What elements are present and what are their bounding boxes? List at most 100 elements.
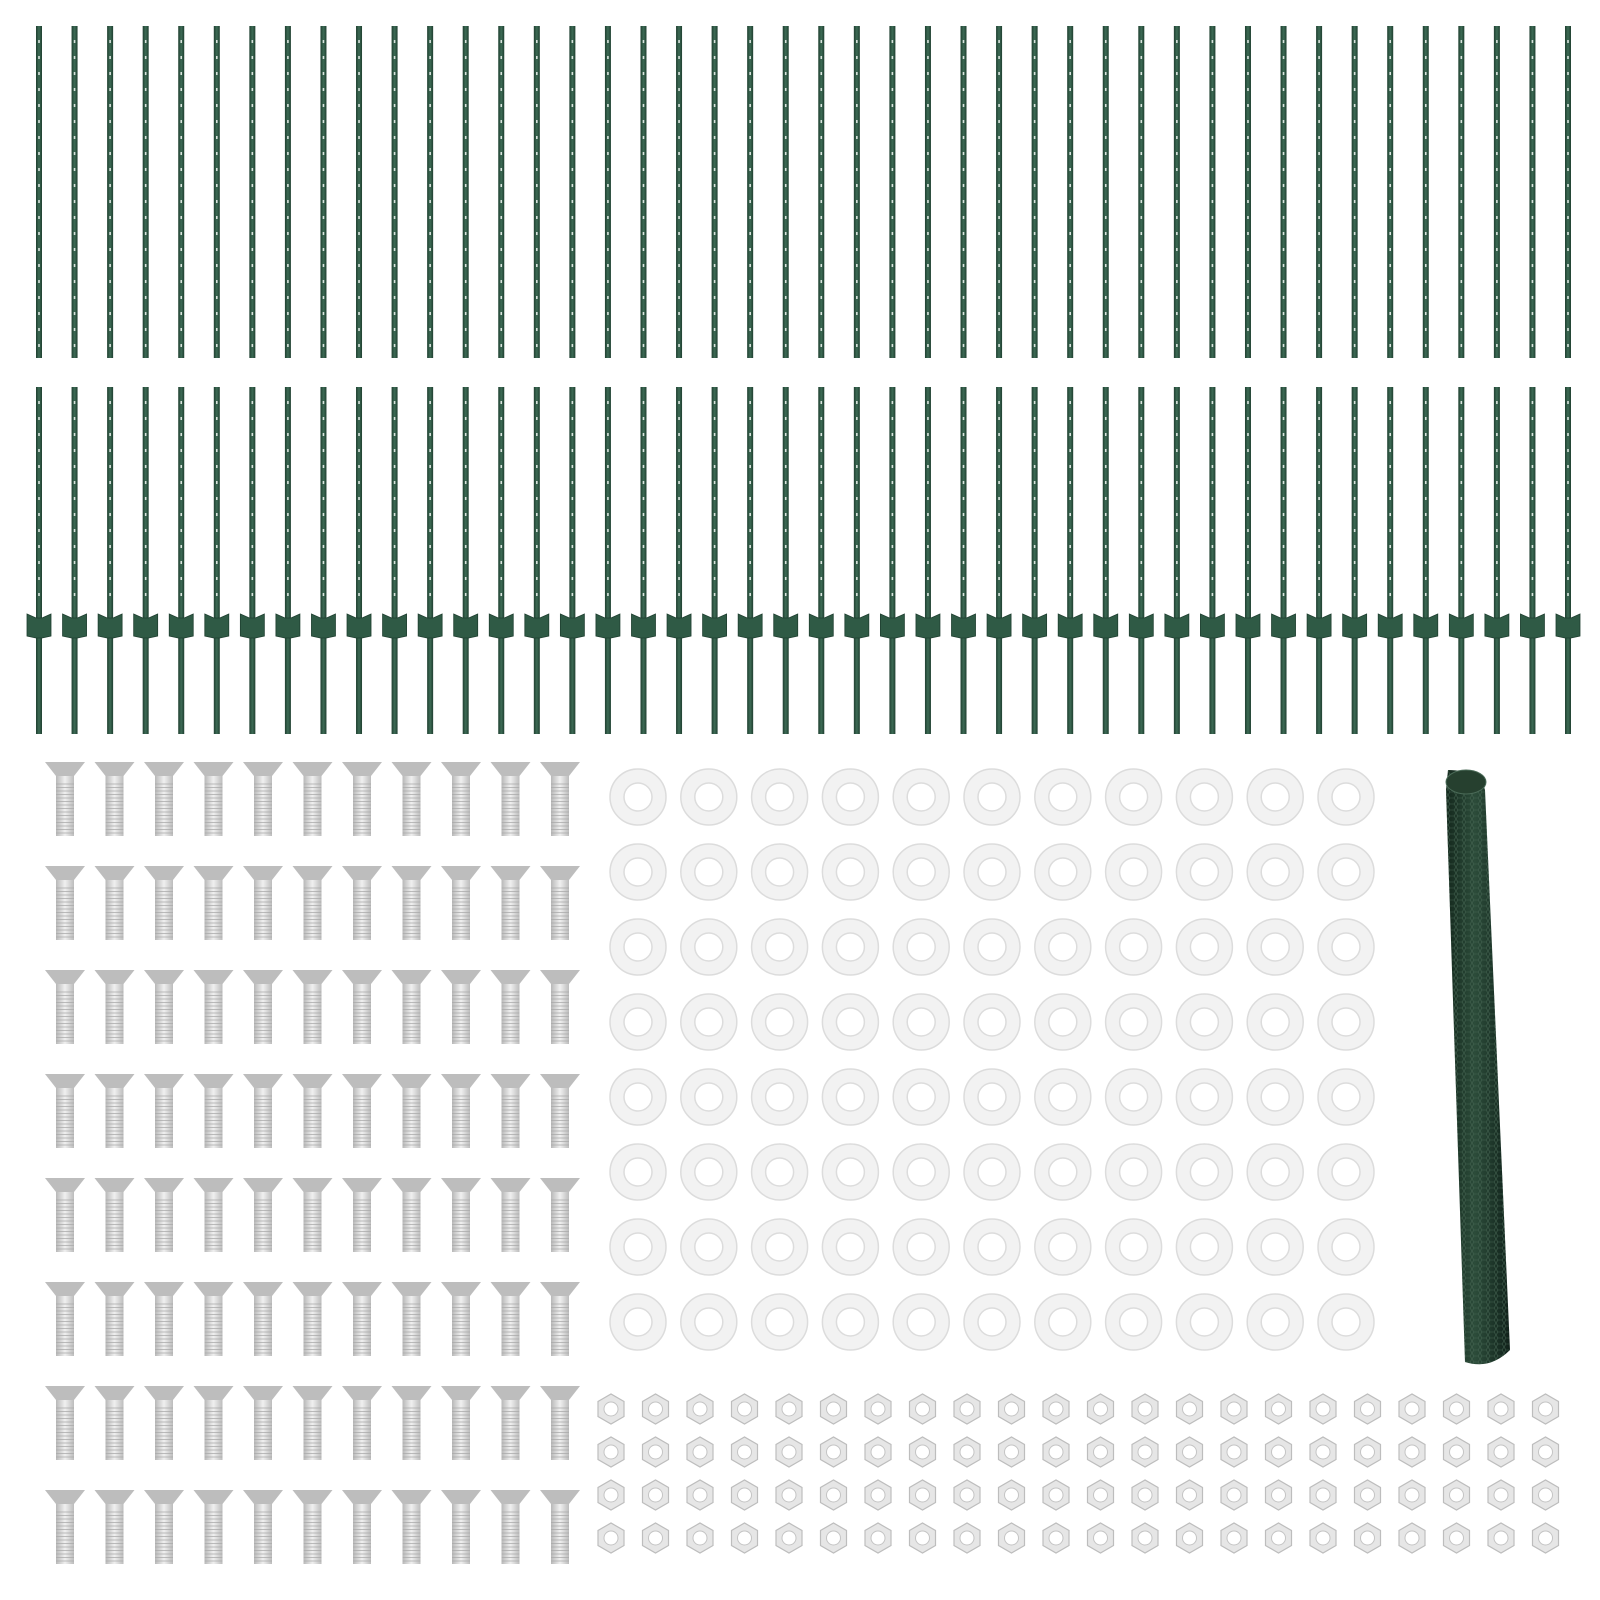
- washer-grid: [609, 768, 1375, 1351]
- fence-post: [747, 26, 754, 358]
- fence-post: [36, 26, 42, 358]
- bolt: [540, 970, 580, 1044]
- hex-nut: [1309, 1436, 1337, 1468]
- bolt: [243, 970, 283, 1044]
- hex-nut: [908, 1479, 937, 1511]
- fence-post: [889, 26, 896, 358]
- hex-nut: [997, 1436, 1026, 1468]
- anchor-plate: [168, 613, 194, 639]
- bolt: [490, 1074, 531, 1148]
- hex-nut: [997, 1522, 1026, 1554]
- anchor-plate: [1128, 613, 1154, 639]
- washer: [680, 1293, 738, 1351]
- bolt: [243, 762, 283, 836]
- hex-nut: [641, 1479, 670, 1511]
- hex-nut: [1042, 1436, 1070, 1468]
- anchored-post: [97, 387, 123, 734]
- washer: [1104, 1068, 1163, 1126]
- bolt: [144, 970, 184, 1044]
- anchored-post: [204, 387, 230, 734]
- fence-post: [178, 26, 185, 358]
- hex-nut: [686, 1479, 714, 1511]
- hex-nut: [1531, 1393, 1560, 1425]
- hex-nut: [1086, 1522, 1115, 1554]
- anchor-plate: [417, 613, 443, 639]
- fence-post: [1351, 26, 1358, 358]
- anchored-post: [1093, 387, 1119, 734]
- bolt: [193, 1178, 234, 1252]
- anchored-post: [1235, 387, 1261, 734]
- fence-post: [249, 26, 256, 358]
- hex-nut: [1487, 1393, 1515, 1425]
- bolt: [45, 866, 85, 940]
- anchor-plate: [1164, 613, 1190, 639]
- bolt: [342, 1178, 382, 1252]
- washer: [609, 1293, 667, 1351]
- bolt: [193, 1074, 234, 1148]
- hex-nut: [1175, 1522, 1204, 1554]
- anchored-post: [1342, 387, 1368, 734]
- washer: [892, 993, 950, 1051]
- anchor-plate: [1520, 613, 1545, 639]
- hex-nut: [864, 1522, 892, 1554]
- washer: [821, 1293, 880, 1351]
- washer: [892, 1068, 950, 1126]
- anchored-post: [275, 387, 301, 734]
- hex-nut: [1220, 1479, 1248, 1511]
- washer: [1175, 1143, 1234, 1201]
- bolt: [441, 1074, 481, 1148]
- washer: [1317, 843, 1375, 901]
- hex-nut: [686, 1436, 714, 1468]
- nut-grid: [597, 1393, 1560, 1554]
- fence-post: [1565, 26, 1571, 358]
- hex-nut: [1131, 1393, 1159, 1425]
- hex-nut: [597, 1393, 625, 1425]
- bolt: [144, 1386, 184, 1460]
- anchored-post: [631, 387, 656, 734]
- washer: [1246, 768, 1304, 826]
- washer: [1317, 1068, 1375, 1126]
- hex-nut: [864, 1436, 892, 1468]
- mesh-roll-body: [1445, 769, 1510, 1365]
- anchored-post: [951, 387, 976, 734]
- posts-bottom-row: [26, 387, 1581, 734]
- fence-post: [1493, 26, 1500, 358]
- hex-nut: [908, 1393, 937, 1425]
- bolt: [490, 1386, 531, 1460]
- hex-nut: [1264, 1393, 1293, 1425]
- washer: [1246, 993, 1304, 1051]
- anchored-post: [311, 387, 336, 734]
- hex-nut: [1487, 1522, 1515, 1554]
- bolt: [391, 1386, 432, 1460]
- fence-post: [213, 26, 220, 358]
- bolt: [94, 762, 135, 836]
- anchor-plate: [951, 613, 976, 639]
- bolt: [391, 762, 432, 836]
- anchored-post: [702, 387, 728, 734]
- bolt: [45, 1178, 85, 1252]
- hex-nut: [1175, 1436, 1204, 1468]
- washer: [963, 1293, 1021, 1351]
- bolt: [391, 1490, 432, 1564]
- hex-nut: [1175, 1393, 1204, 1425]
- hex-nut: [775, 1479, 803, 1511]
- bolt: [391, 1074, 432, 1148]
- bolt: [540, 866, 580, 940]
- washer: [892, 1293, 950, 1351]
- fence-post: [1067, 26, 1074, 358]
- hex-nut: [1487, 1436, 1515, 1468]
- washer: [1104, 843, 1163, 901]
- bolt: [144, 1490, 184, 1564]
- anchor-plate: [382, 613, 407, 639]
- anchored-post: [26, 387, 52, 734]
- fence-post: [1458, 26, 1465, 358]
- washer: [680, 768, 738, 826]
- bolt: [441, 1178, 481, 1252]
- washer: [892, 843, 950, 901]
- anchored-post: [1057, 387, 1083, 734]
- anchored-post: [595, 387, 621, 734]
- fence-post: [284, 26, 291, 358]
- anchored-post: [1520, 387, 1545, 734]
- washer: [1246, 1068, 1304, 1126]
- anchor-plate: [915, 613, 941, 639]
